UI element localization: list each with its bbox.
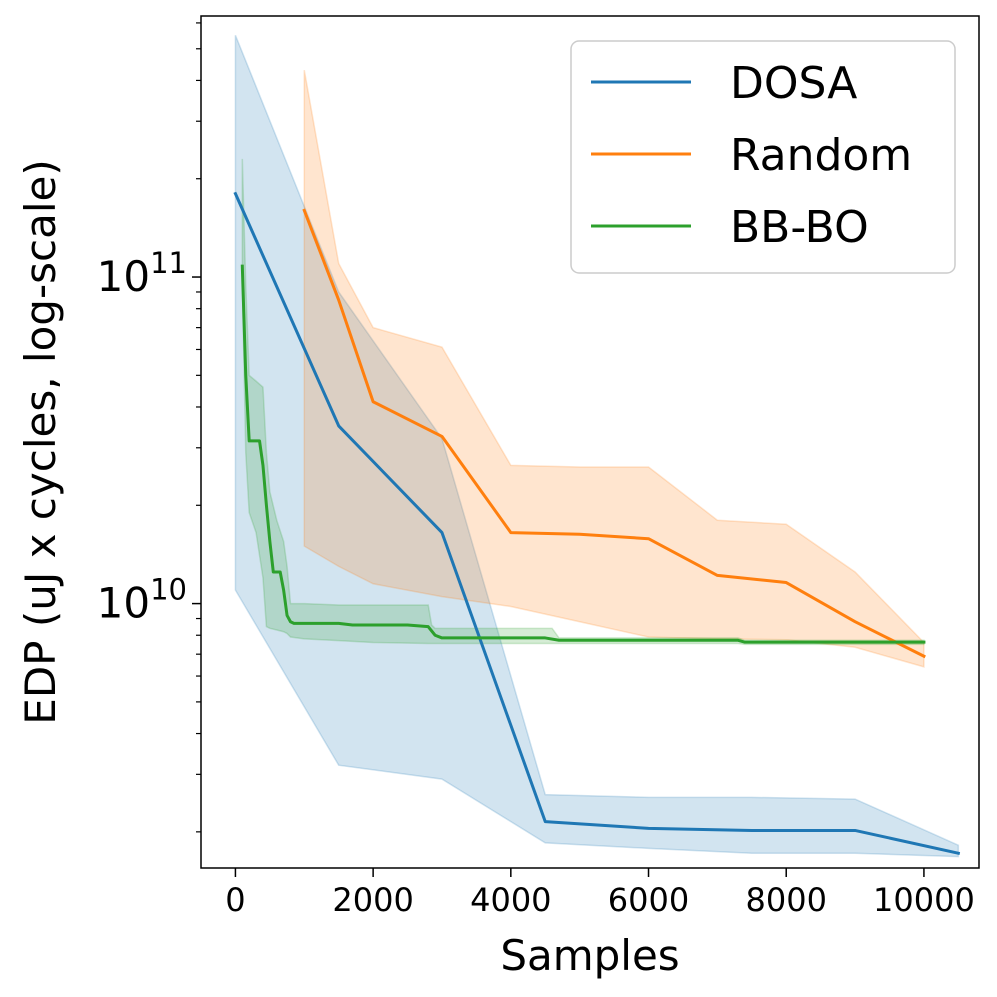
- y-tick-label: 1010: [97, 573, 187, 628]
- x-tick-label: 0: [225, 881, 245, 919]
- x-tick-label: 4000: [470, 881, 551, 919]
- x-tick-label: 6000: [608, 881, 689, 919]
- x-tick-label: 10000: [873, 881, 975, 919]
- legend-label-dosa: DOSA: [730, 58, 857, 109]
- legend-label-random: Random: [730, 130, 912, 181]
- legend-label-bb-bo: BB-BO: [730, 202, 869, 253]
- bands-layer: [234, 34, 960, 858]
- y-axis-title: EDP (uJ x cycles, log-scale): [16, 159, 65, 724]
- legend: DOSA Random BB-BO: [570, 40, 956, 274]
- band-dosa: [234, 34, 960, 858]
- y-axis: 1010 1011: [97, 22, 201, 833]
- band-random: [303, 70, 925, 668]
- y-tick-label: 1011: [97, 246, 187, 301]
- line-dosa: [233, 191, 961, 856]
- lines-layer: [233, 191, 961, 856]
- line-random: [302, 208, 926, 659]
- band-bb-bo: [241, 158, 925, 646]
- plot-frame: [200, 15, 980, 869]
- x-axis: 0 2000 4000 6000 8000 10000: [225, 868, 975, 919]
- x-tick-label: 8000: [746, 881, 827, 919]
- line-bb-bo: [240, 264, 926, 644]
- x-tick-label: 2000: [332, 881, 413, 919]
- x-axis-title: Samples: [500, 931, 679, 980]
- legend-box: [570, 40, 956, 274]
